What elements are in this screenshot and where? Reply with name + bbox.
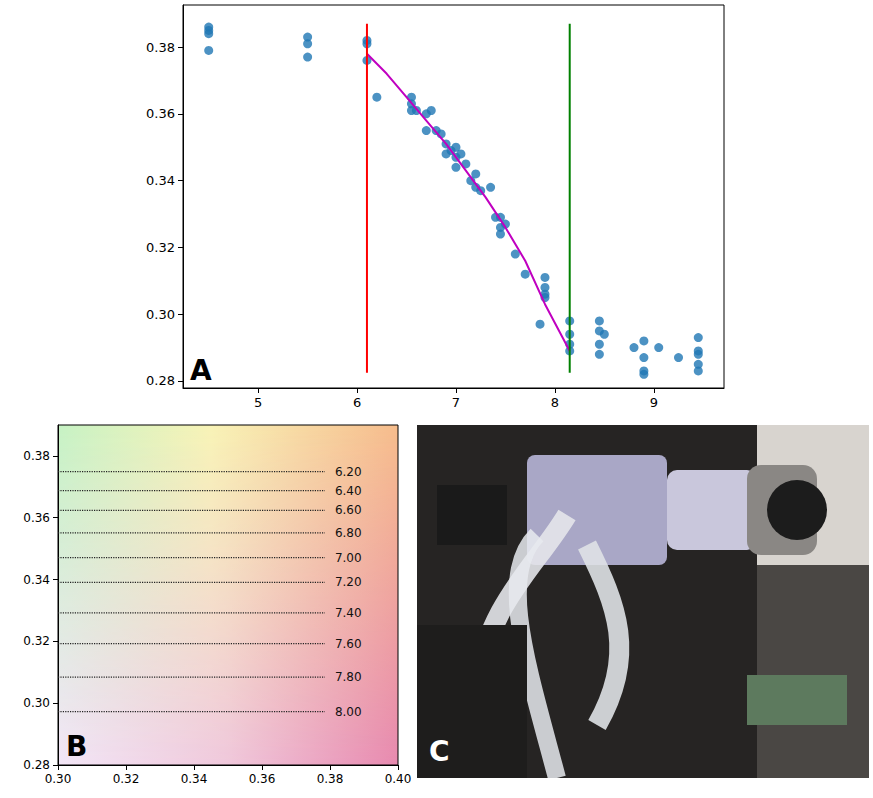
svg-text:0.40: 0.40 bbox=[385, 772, 412, 786]
svg-text:B: B bbox=[66, 730, 87, 763]
svg-text:0.38: 0.38 bbox=[146, 40, 175, 55]
svg-text:6: 6 bbox=[353, 395, 361, 410]
svg-text:0.34: 0.34 bbox=[146, 173, 175, 188]
svg-text:0.28: 0.28 bbox=[23, 758, 50, 772]
svg-text:0.34: 0.34 bbox=[23, 573, 50, 587]
svg-text:7.00: 7.00 bbox=[335, 551, 362, 565]
svg-text:6.40: 6.40 bbox=[335, 484, 362, 498]
html-text:C: C bbox=[429, 735, 450, 768]
svg-text:0.30: 0.30 bbox=[45, 772, 72, 786]
svg-text:8: 8 bbox=[551, 395, 559, 410]
svg-text:0.30: 0.30 bbox=[23, 696, 50, 710]
svg-text:0.36: 0.36 bbox=[146, 106, 175, 121]
svg-text:7.80: 7.80 bbox=[335, 670, 362, 684]
svg-text:0.38: 0.38 bbox=[23, 449, 50, 463]
svg-text:0.36: 0.36 bbox=[249, 772, 276, 786]
svg-text:7.40: 7.40 bbox=[335, 606, 362, 620]
svg-text:0.36: 0.36 bbox=[23, 511, 50, 525]
svg-text:8.00: 8.00 bbox=[335, 705, 362, 719]
svg-text:0.38: 0.38 bbox=[317, 772, 344, 786]
svg-text:6.20: 6.20 bbox=[335, 465, 362, 479]
svg-text:0.28: 0.28 bbox=[146, 373, 175, 388]
svg-text:7.60: 7.60 bbox=[335, 637, 362, 651]
svg-text:0.32: 0.32 bbox=[146, 240, 175, 255]
svg-text:0.32: 0.32 bbox=[113, 772, 140, 786]
svg-text:5: 5 bbox=[254, 395, 262, 410]
svg-text:7: 7 bbox=[452, 395, 460, 410]
svg-text:7.20: 7.20 bbox=[335, 575, 362, 589]
svg-text:A: A bbox=[190, 354, 212, 387]
svg-text:6.80: 6.80 bbox=[335, 526, 362, 540]
svg-text:9: 9 bbox=[650, 395, 658, 410]
svg-text:6.60: 6.60 bbox=[335, 503, 362, 517]
svg-text:0.30: 0.30 bbox=[146, 307, 175, 322]
svg-text:0.34: 0.34 bbox=[181, 772, 208, 786]
svg-text:0.32: 0.32 bbox=[23, 634, 50, 648]
